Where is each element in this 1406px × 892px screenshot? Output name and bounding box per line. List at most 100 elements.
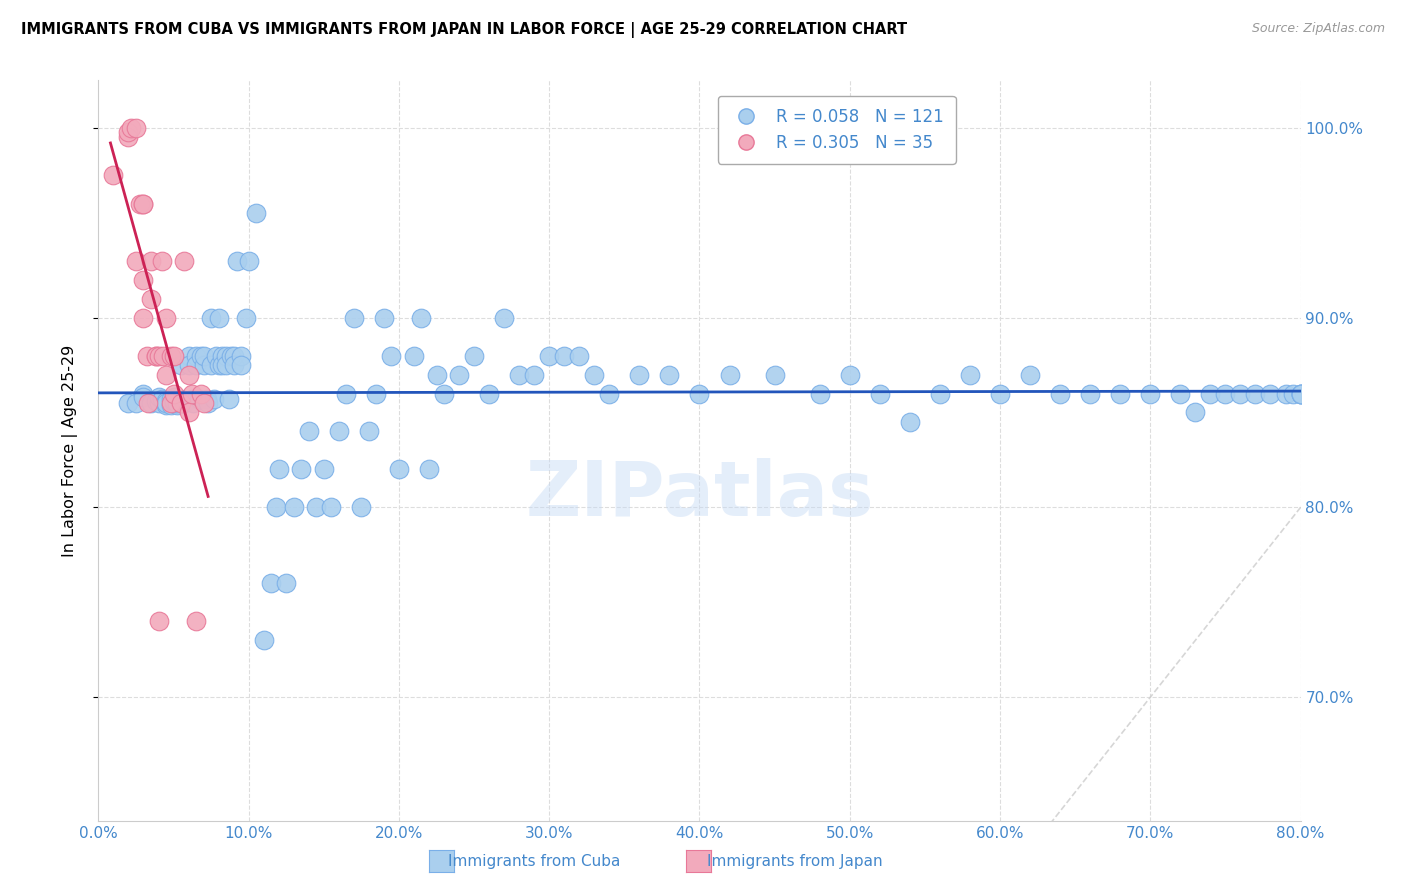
Point (553, 349, 575, 363)
Text: IMMIGRANTS FROM CUBA VS IMMIGRANTS FROM JAPAN IN LABOR FORCE | AGE 25-29 CORRELA: IMMIGRANTS FROM CUBA VS IMMIGRANTS FROM … (21, 22, 907, 38)
Point (125, 253, 148, 268)
Point (132, 386, 155, 401)
Point (136, 396, 159, 410)
Point (208, 310, 231, 325)
Point (357, 425, 380, 439)
Point (170, 392, 193, 407)
Point (305, 500, 328, 515)
Point (181, 396, 204, 410)
Point (380, 349, 402, 363)
Point (959, 368, 981, 382)
Point (508, 368, 530, 382)
Point (283, 500, 305, 515)
Text: Immigrants from Cuba: Immigrants from Cuba (449, 855, 620, 869)
Point (150, 392, 173, 407)
Point (208, 358, 231, 372)
Point (155, 398, 177, 412)
Point (162, 390, 184, 404)
Point (1170, 386, 1192, 401)
Point (523, 368, 546, 382)
Point (838, 368, 860, 382)
Point (343, 310, 366, 325)
Point (1289, 386, 1312, 401)
Point (132, 196, 155, 211)
Text: Source: ZipAtlas.com: Source: ZipAtlas.com (1251, 22, 1385, 36)
Point (988, 386, 1011, 401)
Point (568, 349, 591, 363)
Point (170, 358, 193, 372)
Text: Immigrants from Japan: Immigrants from Japan (707, 855, 882, 869)
Point (225, 253, 247, 268)
Point (312, 462, 335, 476)
Point (117, 396, 139, 410)
Point (121, 120, 143, 135)
Point (425, 368, 447, 382)
Point (231, 358, 253, 372)
Point (418, 462, 440, 476)
Point (235, 310, 257, 325)
Point (129, 196, 152, 211)
Point (159, 396, 181, 410)
Point (117, 124, 139, 138)
Point (1049, 386, 1071, 401)
Point (180, 392, 202, 407)
Point (1139, 386, 1161, 401)
Point (145, 349, 167, 363)
Point (159, 398, 181, 412)
Point (125, 120, 148, 135)
Point (538, 349, 561, 363)
Point (148, 390, 170, 404)
Point (195, 392, 218, 407)
Point (159, 349, 181, 363)
Point (177, 349, 200, 363)
Point (1289, 386, 1312, 401)
Point (173, 396, 195, 410)
Point (155, 310, 177, 325)
Point (658, 368, 681, 382)
Point (155, 394, 177, 409)
Point (238, 253, 260, 268)
Point (177, 358, 200, 372)
Point (148, 615, 170, 629)
Point (170, 396, 193, 410)
Point (139, 396, 162, 410)
Point (211, 358, 233, 372)
Point (174, 394, 197, 409)
Point (276, 576, 298, 591)
Point (145, 349, 167, 363)
Point (132, 196, 155, 211)
Point (267, 462, 290, 476)
Point (152, 349, 174, 363)
Point (1289, 386, 1312, 401)
Point (177, 368, 200, 382)
Point (321, 500, 343, 515)
Point (335, 386, 357, 401)
Point (494, 310, 516, 325)
Point (463, 349, 485, 363)
Point (1282, 386, 1305, 401)
Point (1215, 386, 1237, 401)
Point (139, 292, 162, 306)
Point (177, 405, 200, 419)
Point (1199, 386, 1222, 401)
Point (366, 386, 388, 401)
Point (145, 394, 167, 409)
Point (162, 394, 184, 409)
Point (808, 386, 831, 401)
Point (583, 368, 606, 382)
Point (411, 310, 433, 325)
Point (190, 349, 212, 363)
Point (184, 615, 207, 629)
Point (231, 349, 253, 363)
Point (184, 358, 207, 372)
Point (1229, 386, 1251, 401)
Point (328, 425, 350, 439)
Point (1289, 386, 1312, 401)
Point (132, 272, 155, 286)
Point (763, 368, 786, 382)
Point (1260, 386, 1282, 401)
Point (253, 633, 276, 648)
Point (433, 386, 456, 401)
Point (222, 349, 245, 363)
Point (1019, 368, 1042, 382)
